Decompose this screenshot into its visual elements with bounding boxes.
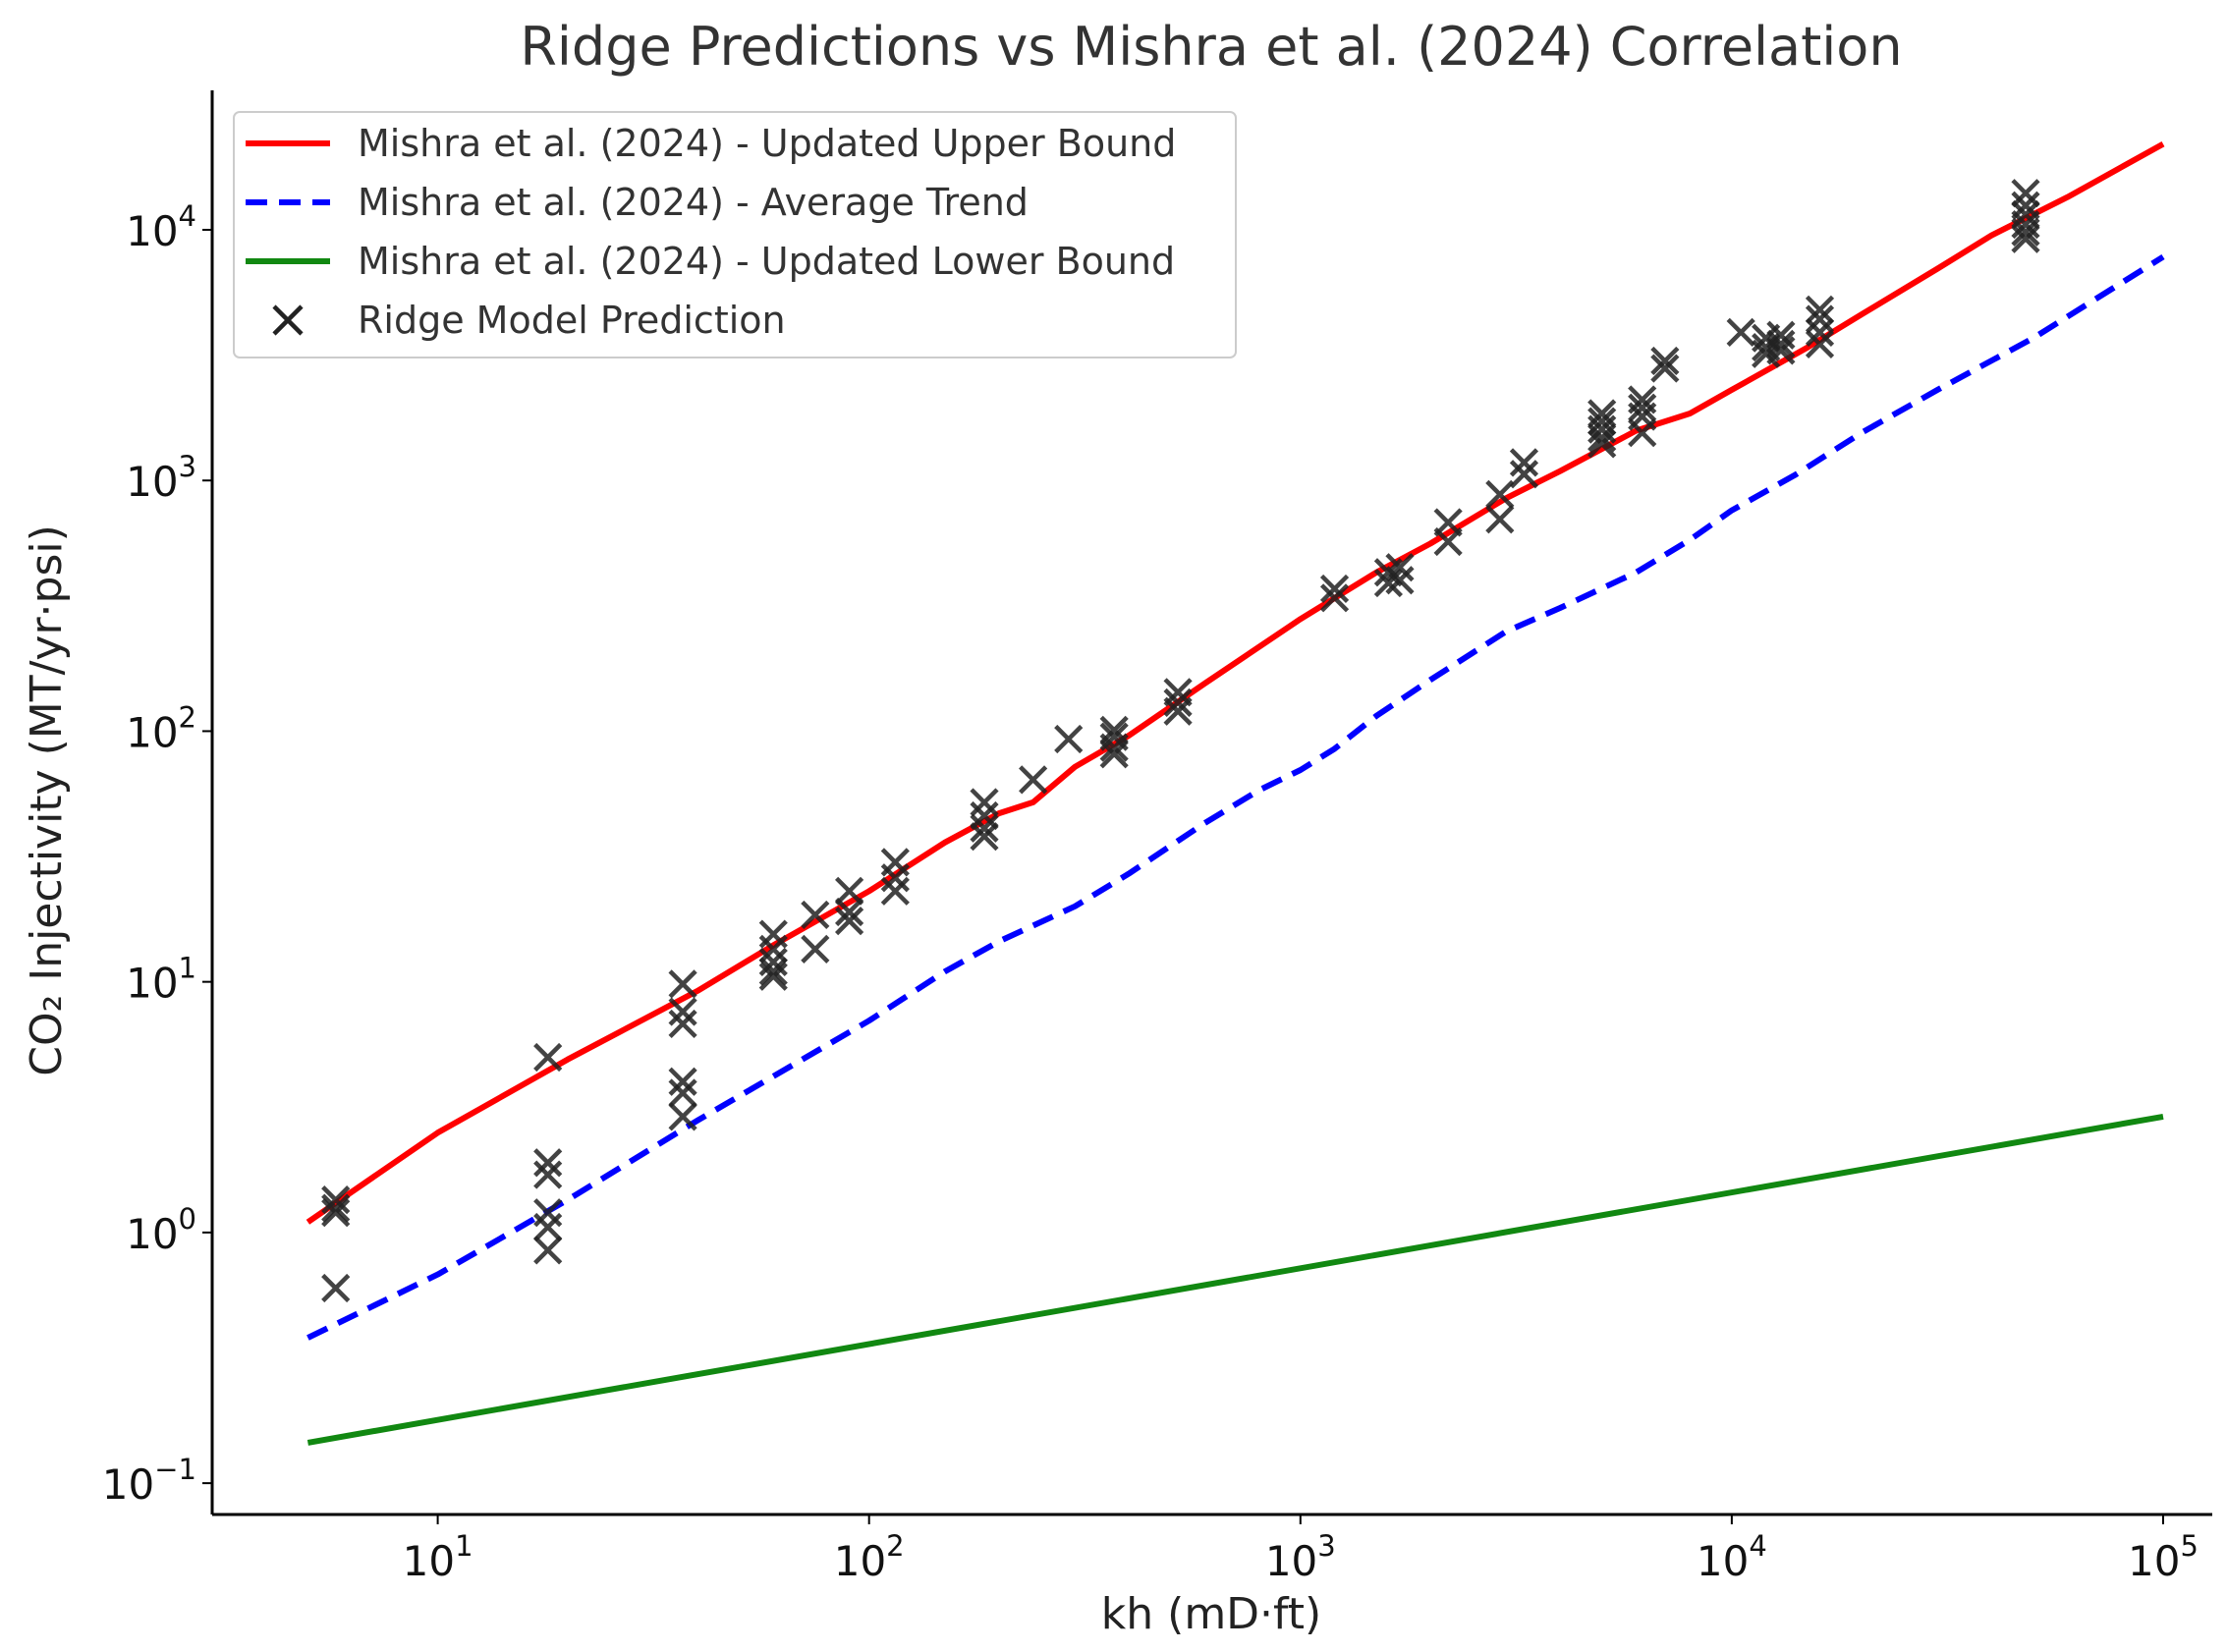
y-tick-label: 100 bbox=[126, 1202, 196, 1258]
x-tick-label: 105 bbox=[2128, 1529, 2199, 1585]
data-point bbox=[1509, 448, 1539, 477]
data-point bbox=[880, 863, 910, 893]
data-point bbox=[2011, 217, 2040, 247]
data-point bbox=[1805, 304, 1835, 334]
data-point bbox=[668, 969, 697, 999]
data-point bbox=[533, 1148, 563, 1178]
legend: Mishra et al. (2024) - Updated Upper Bou… bbox=[233, 111, 1237, 358]
x-tick-label: 104 bbox=[1697, 1529, 1767, 1585]
data-point bbox=[321, 1193, 351, 1223]
data-point bbox=[668, 1078, 697, 1108]
chart-title: Ridge Predictions vs Mishra et al. (2024… bbox=[520, 16, 1902, 78]
data-point bbox=[1485, 479, 1515, 509]
plot-area bbox=[306, 140, 2165, 1446]
data-point bbox=[970, 813, 999, 843]
legend-box bbox=[233, 111, 1237, 358]
data-point bbox=[2011, 224, 2040, 253]
data-point bbox=[533, 1160, 563, 1189]
data-point bbox=[1509, 460, 1539, 489]
series-line-2 bbox=[306, 1113, 2164, 1446]
legend-item: Ridge Model Prediction bbox=[272, 299, 786, 342]
series-line-1 bbox=[306, 253, 2165, 1341]
data-point bbox=[2011, 179, 2040, 208]
data-point bbox=[801, 934, 830, 964]
data-point bbox=[533, 1198, 563, 1228]
data-point bbox=[1099, 740, 1129, 769]
legend-item: Mishra et al. (2024) - Updated Upper Bou… bbox=[246, 122, 1176, 165]
legend-label: Mishra et al. (2024) - Average Trend bbox=[358, 181, 1029, 224]
data-point bbox=[668, 1102, 697, 1131]
y-tick-label: 10−1 bbox=[102, 1453, 196, 1509]
data-point bbox=[1766, 336, 1796, 365]
data-point bbox=[321, 1273, 351, 1303]
data-point bbox=[970, 800, 999, 831]
data-point bbox=[970, 822, 999, 852]
x-axis-label: kh (mD·ft) bbox=[1101, 1589, 1321, 1639]
legend-item: Mishra et al. (2024) - Updated Lower Bou… bbox=[246, 240, 1175, 283]
data-point bbox=[1319, 583, 1350, 613]
data-point bbox=[1766, 329, 1796, 358]
y-tick-label: 103 bbox=[126, 450, 196, 506]
data-point bbox=[668, 1067, 697, 1096]
data-point bbox=[1587, 423, 1617, 453]
data-point bbox=[321, 1185, 351, 1215]
data-point bbox=[801, 900, 830, 930]
data-point bbox=[1485, 505, 1515, 534]
data-point bbox=[1628, 393, 1657, 422]
data-point bbox=[1628, 418, 1657, 448]
scatter-series bbox=[321, 179, 2040, 1303]
y-axis-label: CO₂ Injectivity (MT/yr·psi) bbox=[22, 524, 72, 1076]
data-point bbox=[1805, 317, 1835, 347]
data-point bbox=[1805, 329, 1835, 358]
data-point bbox=[533, 1236, 563, 1265]
data-point bbox=[1650, 346, 1680, 376]
data-point bbox=[835, 876, 864, 906]
y-tick-label: 104 bbox=[126, 199, 196, 255]
y-axis-ticks: 10−1 100 101 102 103 104 bbox=[102, 199, 212, 1509]
data-point bbox=[1163, 696, 1193, 726]
data-point bbox=[1054, 724, 1084, 754]
data-point bbox=[758, 934, 788, 964]
data-point bbox=[533, 1042, 563, 1073]
data-point bbox=[758, 962, 788, 991]
y-tick-label: 101 bbox=[126, 952, 196, 1008]
legend-item: Mishra et al. (2024) - Average Trend bbox=[246, 181, 1029, 224]
x-tick-label: 103 bbox=[1265, 1529, 1336, 1585]
data-point bbox=[1019, 765, 1048, 795]
data-point bbox=[880, 876, 910, 906]
data-point bbox=[835, 897, 864, 927]
data-point bbox=[668, 997, 697, 1026]
x-tick-label: 102 bbox=[834, 1529, 905, 1585]
data-point bbox=[1650, 354, 1680, 383]
data-point bbox=[1587, 429, 1617, 459]
data-point bbox=[533, 1212, 563, 1242]
data-point bbox=[758, 957, 788, 986]
legend-label: Mishra et al. (2024) - Updated Lower Bou… bbox=[358, 240, 1175, 283]
y-tick-label: 102 bbox=[126, 700, 196, 756]
data-point bbox=[835, 907, 864, 936]
x-axis-ticks: 101 102 103 104 105 bbox=[403, 1514, 2199, 1585]
data-point bbox=[970, 788, 999, 817]
data-point bbox=[1385, 553, 1415, 582]
data-point bbox=[1433, 526, 1463, 557]
data-point bbox=[1099, 733, 1129, 762]
x-tick-label: 101 bbox=[403, 1529, 473, 1585]
data-point bbox=[1319, 574, 1350, 604]
legend-label: Ridge Model Prediction bbox=[358, 299, 786, 342]
legend-label: Mishra et al. (2024) - Updated Upper Bou… bbox=[358, 122, 1176, 165]
data-point bbox=[1726, 317, 1755, 347]
data-point bbox=[1805, 295, 1835, 324]
data-point bbox=[668, 1009, 697, 1039]
data-point bbox=[321, 1198, 351, 1228]
data-point bbox=[1163, 688, 1193, 717]
data-point bbox=[1385, 566, 1415, 595]
legend-marker bbox=[272, 304, 304, 336]
